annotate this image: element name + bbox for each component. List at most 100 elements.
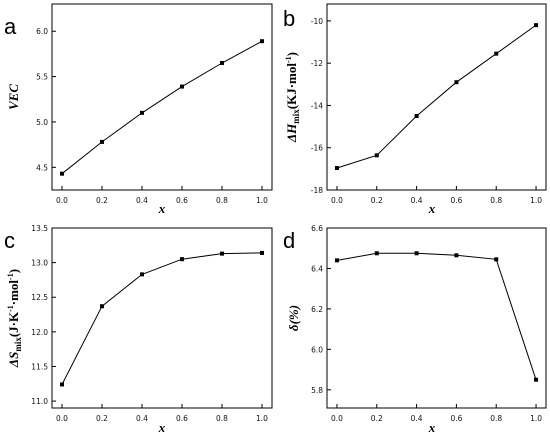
x-tick-label: 1.0 — [530, 414, 542, 423]
y-axis-label-c-mid: ·mol — [6, 280, 21, 306]
data-point — [334, 258, 339, 263]
y-axis-label-c-end: ) — [6, 269, 21, 273]
x-tick-label: 0.6 — [176, 414, 188, 423]
series-a — [60, 39, 264, 176]
x-tick-label: 0.0 — [56, 196, 68, 205]
x-tick-label: 0.2 — [371, 196, 383, 205]
panel-label-c: c — [4, 228, 15, 253]
data-point — [454, 80, 459, 85]
x-tick-label: 0.0 — [331, 196, 343, 205]
x-tick-label: 0.2 — [96, 196, 108, 205]
plot-frame-d — [326, 227, 547, 409]
x-axis-label-a: x — [158, 201, 166, 216]
x-tick-label: 0.6 — [450, 414, 462, 423]
y-tick-label: -12 — [311, 59, 323, 68]
axis-ticks-a: 0.0 0.2 0.4 0.6 0.8 1.0 4.5 5.0 5.5 6.0 — [36, 27, 268, 205]
axis-ticks-d: 0.0 0.2 0.4 0.6 0.8 1.0 5.8 6.0 6.2 6.4 6.6 — [311, 224, 542, 423]
y-tick-label: 6.0 — [311, 345, 323, 354]
x-tick-label: 0.0 — [56, 414, 68, 423]
series-d — [334, 251, 539, 382]
data-point — [100, 139, 104, 144]
y-axis-label-b-unit: (KJ·mol — [284, 63, 299, 110]
data-point — [494, 51, 499, 56]
y-tick-label: 13.5 — [31, 224, 48, 233]
data-point — [220, 60, 224, 65]
x-tick-label: 0.2 — [96, 414, 108, 423]
y-axis-label-d: δ(%) — [286, 305, 301, 331]
y-tick-label: -16 — [311, 144, 323, 153]
data-point — [494, 257, 499, 262]
data-point — [454, 253, 459, 258]
x-tick-label: 1.0 — [256, 196, 268, 205]
series-b — [334, 23, 539, 171]
y-tick-label: -18 — [311, 186, 323, 195]
y-axis-label-a-text: VEC — [6, 84, 21, 110]
x-axis-label-c: x — [158, 420, 166, 435]
x-tick-label: 0.2 — [371, 414, 383, 423]
y-axis-label-c-unit: (J·K — [6, 311, 21, 337]
y-tick-label: -10 — [311, 17, 323, 26]
x-tick-label: 0.4 — [411, 196, 423, 205]
y-axis-label-b-sup: -1 — [284, 56, 293, 63]
panel-b: b 0.0 0.2 0.4 0.6 0.8 1.0 -18 -16 -14 -12 -10 x ΔH… — [283, 3, 547, 216]
y-tick-label: 6.0 — [36, 27, 48, 36]
data-point — [260, 250, 264, 255]
x-axis-label-d: x — [428, 420, 436, 435]
data-point — [260, 39, 264, 44]
data-point — [140, 110, 144, 115]
series-line — [336, 24, 537, 169]
data-point — [180, 257, 184, 262]
panel-d: d 0.0 0.2 0.4 0.6 0.8 1.0 5.8 6.0 6.2 6.4 6.6 x δ(… — [283, 224, 547, 435]
data-point — [334, 166, 339, 171]
data-point — [414, 114, 419, 119]
y-tick-label: 5.0 — [36, 118, 48, 127]
series-c — [60, 250, 264, 387]
y-tick-label: 6.4 — [311, 264, 323, 273]
panel-c: c 0.0 0.2 0.4 0.6 0.8 1.0 11.0 11.5 12.0 12.5 13.0… — [4, 224, 273, 435]
panel-label-a: a — [4, 14, 17, 39]
data-point — [220, 251, 224, 256]
x-tick-label: 0.8 — [490, 196, 502, 205]
y-tick-label: 6.6 — [311, 224, 323, 233]
y-tick-label: 11.0 — [31, 397, 48, 406]
x-tick-label: 1.0 — [256, 414, 268, 423]
plot-frame-a — [51, 3, 273, 191]
axis-ticks-b: 0.0 0.2 0.4 0.6 0.8 1.0 -18 -16 -14 -12 -10 — [311, 17, 542, 205]
y-axis-label-b-main: ΔH — [284, 123, 299, 143]
y-axis-label-c-sub: mix — [13, 337, 23, 352]
x-tick-label: 0.8 — [216, 196, 228, 205]
data-point — [60, 171, 64, 176]
x-tick-label: 0.6 — [450, 196, 462, 205]
y-axis-label-a: VEC — [6, 84, 21, 110]
x-tick-label: 0.8 — [490, 414, 502, 423]
data-point — [534, 377, 539, 382]
series-line — [61, 40, 263, 175]
data-point — [60, 382, 64, 387]
x-tick-label: 0.6 — [176, 196, 188, 205]
data-point — [140, 272, 144, 277]
y-tick-label: 4.5 — [36, 163, 48, 172]
y-axis-label-c: ΔSmix(J·K-1·mol-1) — [6, 269, 23, 368]
y-axis-label-c-sup2: -1 — [6, 273, 15, 280]
y-axis-label-b-sub: mix — [291, 109, 301, 124]
panel-label-d: d — [283, 228, 295, 253]
x-tick-label: 0.4 — [136, 414, 148, 423]
x-tick-label: 0.8 — [216, 414, 228, 423]
data-point — [414, 251, 419, 256]
plot-frame-c — [51, 227, 273, 409]
y-tick-label: 6.2 — [311, 305, 323, 314]
y-axis-label-b: ΔHmix(KJ·mol-1) — [284, 52, 301, 143]
y-axis-label-c-main: ΔS — [6, 352, 21, 368]
plot-frame-b — [326, 3, 547, 191]
series-line — [61, 252, 263, 385]
y-tick-label: 5.8 — [311, 386, 323, 395]
x-tick-label: 0.4 — [136, 196, 148, 205]
x-axis-label-b: x — [428, 201, 436, 216]
y-tick-label: 13.0 — [31, 259, 48, 268]
data-point — [100, 304, 104, 309]
y-tick-label: 12.5 — [31, 293, 48, 302]
x-tick-label: 0.4 — [411, 414, 423, 423]
y-tick-label: -14 — [311, 101, 323, 110]
axis-ticks-c: 0.0 0.2 0.4 0.6 0.8 1.0 11.0 11.5 12.0 12.5 13.0 13… — [31, 224, 268, 423]
